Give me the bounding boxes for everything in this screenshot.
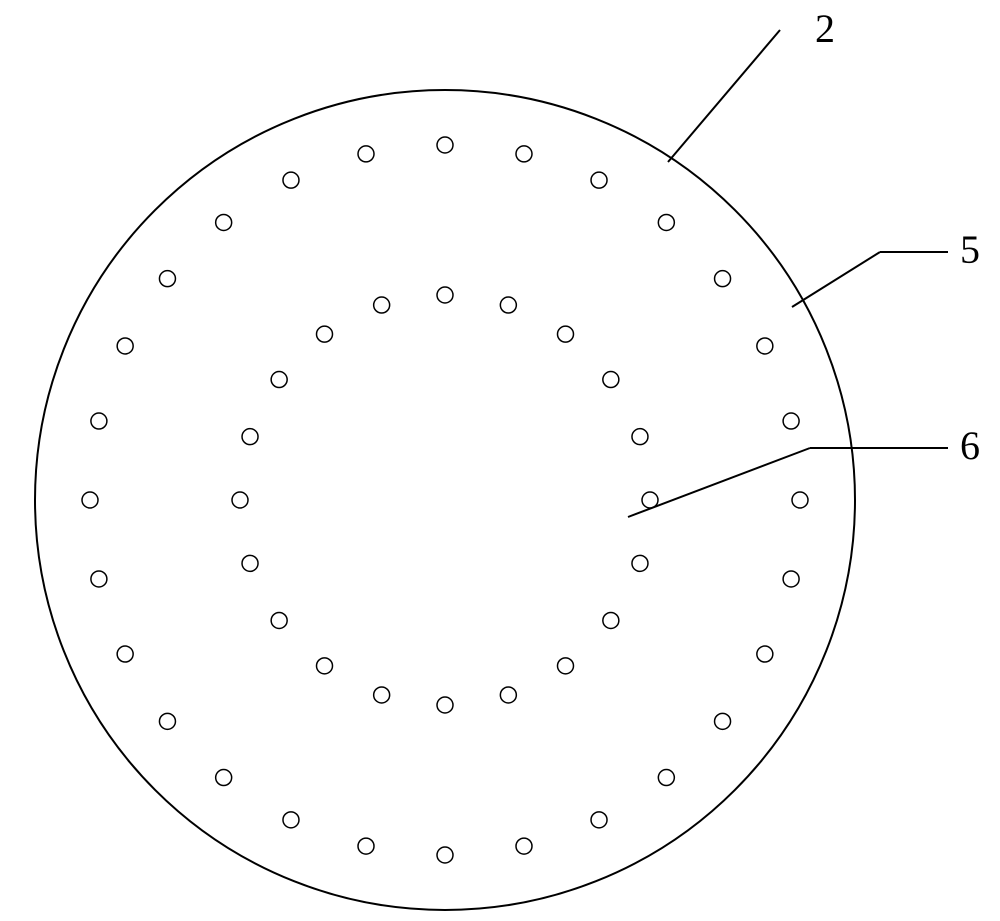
outer-ring-hole bbox=[516, 146, 532, 162]
outer-ring-hole bbox=[91, 413, 107, 429]
inner-ring-hole bbox=[632, 429, 648, 445]
outer-ring-hole bbox=[792, 492, 808, 508]
outer-ring-hole bbox=[358, 838, 374, 854]
inner-ring-hole bbox=[232, 492, 248, 508]
inner-ring-hole bbox=[557, 658, 573, 674]
outer-ring-hole bbox=[159, 271, 175, 287]
inner-ring-hole bbox=[317, 326, 333, 342]
label-2: 2 bbox=[815, 6, 835, 51]
outer-ring-hole bbox=[216, 214, 232, 230]
outer-ring-hole bbox=[82, 492, 98, 508]
inner-ring-hole bbox=[374, 297, 390, 313]
inner-ring-hole bbox=[317, 658, 333, 674]
inner-ring-hole bbox=[500, 687, 516, 703]
outer-ring-hole bbox=[715, 713, 731, 729]
main-circle bbox=[35, 90, 855, 910]
outer-ring-hole bbox=[757, 338, 773, 354]
outer-ring-hole bbox=[658, 770, 674, 786]
outer-ring-hole bbox=[216, 770, 232, 786]
leader-line-5 bbox=[792, 252, 880, 307]
outer-ring-hole bbox=[91, 571, 107, 587]
outer-ring-hole bbox=[783, 571, 799, 587]
inner-ring-hole bbox=[242, 555, 258, 571]
inner-ring-hole bbox=[557, 326, 573, 342]
inner-ring-hole bbox=[437, 287, 453, 303]
outer-ring-hole bbox=[715, 271, 731, 287]
leader-line-6 bbox=[628, 448, 810, 517]
inner-ring-hole bbox=[242, 429, 258, 445]
inner-ring-hole bbox=[271, 612, 287, 628]
leader-line-2 bbox=[668, 30, 780, 162]
inner-ring-hole bbox=[603, 612, 619, 628]
inner-ring-hole bbox=[437, 697, 453, 713]
outer-ring-hole bbox=[658, 214, 674, 230]
outer-ring-hole bbox=[437, 847, 453, 863]
inner-ring-hole bbox=[632, 555, 648, 571]
outer-ring-hole bbox=[358, 146, 374, 162]
outer-ring-hole bbox=[591, 812, 607, 828]
inner-ring-hole bbox=[271, 372, 287, 388]
outer-ring-hole bbox=[437, 137, 453, 153]
inner-ring-hole bbox=[500, 297, 516, 313]
outer-ring-hole bbox=[159, 713, 175, 729]
outer-ring-hole bbox=[117, 646, 133, 662]
diagram-canvas: 2 5 6 bbox=[0, 0, 1000, 921]
diagram-svg: 2 5 6 bbox=[0, 0, 1000, 921]
outer-ring-hole bbox=[283, 812, 299, 828]
outer-ring-hole bbox=[591, 172, 607, 188]
inner-ring-hole bbox=[374, 687, 390, 703]
outer-ring-hole bbox=[283, 172, 299, 188]
outer-ring-hole bbox=[516, 838, 532, 854]
outer-ring-hole bbox=[757, 646, 773, 662]
label-6: 6 bbox=[960, 423, 980, 468]
outer-ring-hole bbox=[117, 338, 133, 354]
inner-ring-hole bbox=[603, 372, 619, 388]
outer-ring-hole bbox=[783, 413, 799, 429]
label-5: 5 bbox=[960, 227, 980, 272]
